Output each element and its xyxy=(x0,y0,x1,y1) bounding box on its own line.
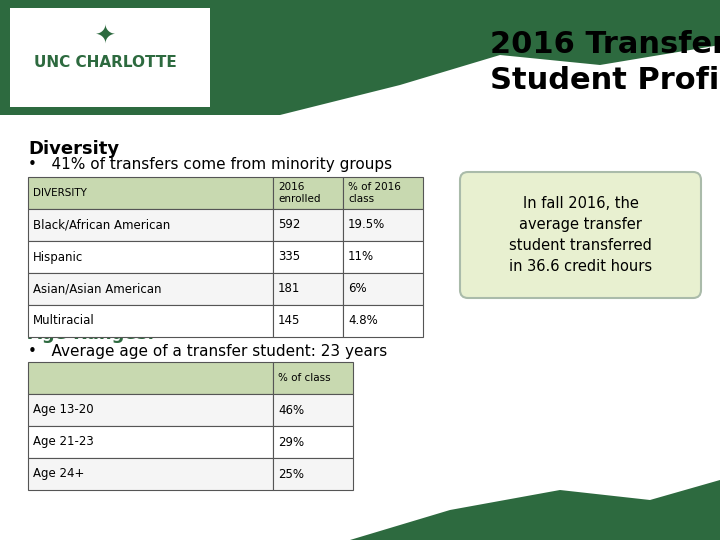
Text: Age 13-20: Age 13-20 xyxy=(33,403,94,416)
FancyBboxPatch shape xyxy=(28,241,273,273)
Text: 145: 145 xyxy=(278,314,300,327)
Polygon shape xyxy=(280,45,720,115)
FancyBboxPatch shape xyxy=(273,209,343,241)
Text: 335: 335 xyxy=(278,251,300,264)
FancyBboxPatch shape xyxy=(0,0,720,115)
Text: 181: 181 xyxy=(278,282,300,295)
Text: Black/African American: Black/African American xyxy=(33,219,170,232)
Text: 6%: 6% xyxy=(348,282,366,295)
FancyBboxPatch shape xyxy=(28,177,273,209)
FancyBboxPatch shape xyxy=(343,209,423,241)
Text: Diversity: Diversity xyxy=(28,140,119,158)
FancyBboxPatch shape xyxy=(28,305,273,337)
FancyBboxPatch shape xyxy=(343,177,423,209)
Text: 11%: 11% xyxy=(348,251,374,264)
FancyBboxPatch shape xyxy=(28,209,273,241)
FancyBboxPatch shape xyxy=(28,426,273,458)
FancyBboxPatch shape xyxy=(273,177,343,209)
Text: Age 21-23: Age 21-23 xyxy=(33,435,94,449)
Polygon shape xyxy=(280,0,720,115)
Text: 46%: 46% xyxy=(278,403,304,416)
FancyBboxPatch shape xyxy=(273,426,353,458)
FancyBboxPatch shape xyxy=(460,172,701,298)
Text: Age 24+: Age 24+ xyxy=(33,468,84,481)
FancyBboxPatch shape xyxy=(343,273,423,305)
Text: •   Average age of a transfer student: 23 years: • Average age of a transfer student: 23 … xyxy=(28,344,387,359)
Text: Multiracial: Multiracial xyxy=(33,314,95,327)
Text: 592: 592 xyxy=(278,219,300,232)
FancyBboxPatch shape xyxy=(273,362,353,394)
Text: 25%: 25% xyxy=(278,468,304,481)
FancyBboxPatch shape xyxy=(273,273,343,305)
FancyBboxPatch shape xyxy=(273,241,343,273)
FancyBboxPatch shape xyxy=(273,458,353,490)
Text: DIVERSITY: DIVERSITY xyxy=(33,188,87,198)
Text: In fall 2016, the
average transfer
student transferred
in 36.6 credit hours: In fall 2016, the average transfer stude… xyxy=(509,196,652,274)
Text: Asian/Asian American: Asian/Asian American xyxy=(33,282,161,295)
Text: % of 2016
class: % of 2016 class xyxy=(348,182,401,204)
FancyBboxPatch shape xyxy=(10,8,210,107)
FancyBboxPatch shape xyxy=(28,458,273,490)
FancyBboxPatch shape xyxy=(28,362,273,394)
Text: UNC CHARLOTTE: UNC CHARLOTTE xyxy=(34,55,176,70)
FancyBboxPatch shape xyxy=(273,394,353,426)
FancyBboxPatch shape xyxy=(28,273,273,305)
Text: % of class: % of class xyxy=(278,373,330,383)
Text: Age Ranges:: Age Ranges: xyxy=(28,325,154,343)
Text: 4.8%: 4.8% xyxy=(348,314,378,327)
Text: 2016 Transfer
Student Profile: 2016 Transfer Student Profile xyxy=(490,30,720,95)
Text: •   41% of transfers come from minority groups: • 41% of transfers come from minority gr… xyxy=(28,157,392,172)
FancyBboxPatch shape xyxy=(273,305,343,337)
Polygon shape xyxy=(350,480,720,540)
Text: Hispanic: Hispanic xyxy=(33,251,84,264)
FancyBboxPatch shape xyxy=(28,394,273,426)
FancyBboxPatch shape xyxy=(343,305,423,337)
FancyBboxPatch shape xyxy=(343,241,423,273)
Text: 29%: 29% xyxy=(278,435,304,449)
Text: 19.5%: 19.5% xyxy=(348,219,385,232)
Text: 2016
enrolled: 2016 enrolled xyxy=(278,182,320,204)
Text: ✦: ✦ xyxy=(94,25,115,49)
